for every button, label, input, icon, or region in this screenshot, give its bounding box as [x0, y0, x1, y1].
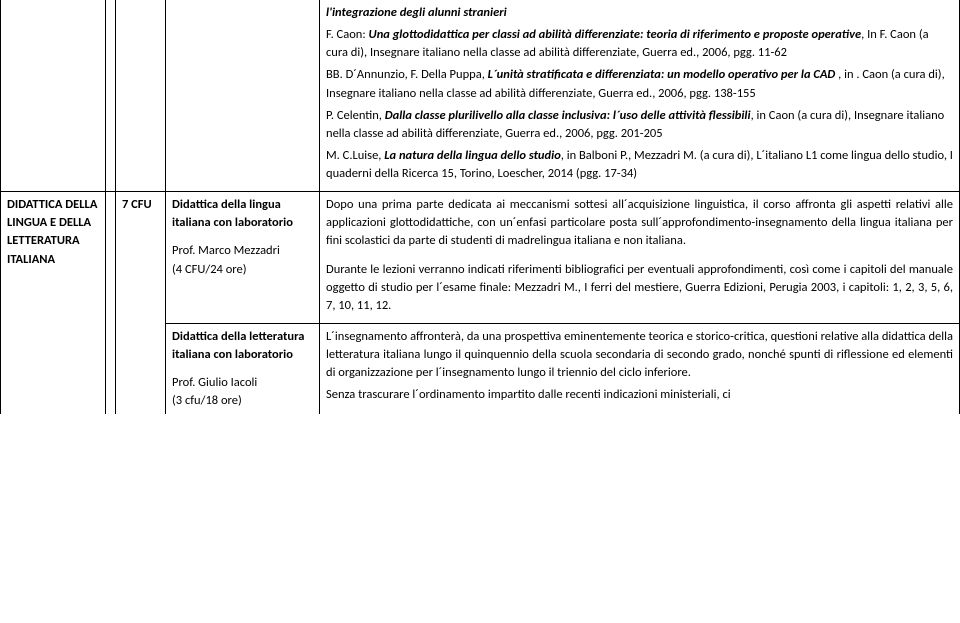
professor-name: Prof. Giulio Iacoli: [172, 374, 313, 392]
cell-spacer: [106, 323, 116, 414]
cell-content: l'integrazione degli alunni stranieri F.…: [320, 0, 960, 192]
description: Dopo una prima parte dedicata ai meccani…: [326, 196, 953, 250]
cell-course: [1, 323, 106, 414]
text: F. Caon:: [326, 27, 369, 42]
description: Senza trascurare l´ordinamento impartito…: [326, 386, 953, 404]
professor-name: Prof. Marco Mezzadri: [172, 242, 313, 260]
cfu-value: 7 CFU: [122, 197, 152, 212]
cell-content: L´insegnamento affronterà, da una prospe…: [320, 323, 960, 414]
course-title: DIDATTICA DELLA LINGUA E DELLA LETTERATU…: [7, 197, 97, 266]
module-hours: (3 cfu/18 ore): [172, 392, 313, 410]
module-title: Didattica della letteratura italiana con…: [172, 329, 304, 362]
text: Una glottodidattica per classi ad abilit…: [369, 27, 862, 42]
table-row: l'integrazione degli alunni stranieri F.…: [1, 0, 960, 192]
table-row: Didattica della letteratura italiana con…: [1, 323, 960, 414]
text: BB. D´Annunzio, F. Della Puppa,: [326, 67, 488, 82]
description: L´insegnamento affronterà, da una prospe…: [326, 328, 953, 382]
text: P. Celentin,: [326, 108, 385, 123]
module-title: Didattica della lingua italiana con labo…: [172, 197, 293, 230]
cell-course: DIDATTICA DELLA LINGUA E DELLA LETTERATU…: [1, 192, 106, 324]
cell-cfu: 7 CFU: [116, 192, 166, 324]
description: Durante le lezioni verranno indicati rif…: [326, 261, 953, 315]
cell-cfu: [116, 323, 166, 414]
text: L´unità stratificata e differenziata: un…: [488, 67, 839, 82]
cell-content: Dopo una prima parte dedicata ai meccani…: [320, 192, 960, 324]
text: Dalla classe plurilivello alla classe in…: [385, 108, 751, 123]
cell-module: [166, 0, 320, 192]
cell-module: Didattica della lingua italiana con labo…: [166, 192, 320, 324]
text: M. C.Luise,: [326, 148, 384, 163]
text: l'integrazione degli alunni stranieri: [326, 5, 507, 20]
cell-spacer: [106, 192, 116, 324]
course-table: l'integrazione degli alunni stranieri F.…: [0, 0, 960, 414]
text: La natura della lingua dello studio: [384, 148, 561, 163]
cell-cfu: [116, 0, 166, 192]
table-row: DIDATTICA DELLA LINGUA E DELLA LETTERATU…: [1, 192, 960, 324]
module-hours: (4 CFU/24 ore): [172, 261, 313, 279]
cell-course: [1, 0, 106, 192]
cell-module: Didattica della letteratura italiana con…: [166, 323, 320, 414]
cell-spacer: [106, 0, 116, 192]
